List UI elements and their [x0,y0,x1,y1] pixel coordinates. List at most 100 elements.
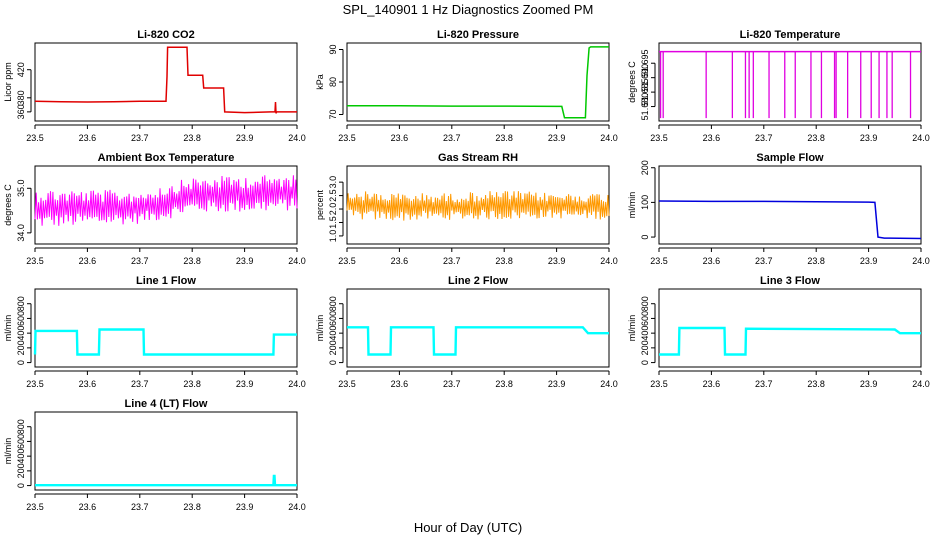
x-tick-label: 23.7 [443,133,461,143]
x-tick-label: 23.5 [26,133,44,143]
x-tick-label: 23.9 [860,379,878,389]
y-tick-label: 400 [328,326,338,341]
plot-frame [34,288,298,368]
x-tick-label: 23.8 [495,133,513,143]
y-tick-label: 0 [640,360,650,365]
x-tick-label: 23.8 [495,379,513,389]
series-line [34,46,297,114]
series-line [346,191,610,221]
y-tick-label: 800 [16,419,26,434]
series-line [658,200,922,240]
panel-title: Line 1 Flow [136,275,196,287]
y-tick-label: 400 [640,326,650,341]
x-tick-label: 24.0 [912,256,930,266]
y-tick-label: 800 [328,296,338,311]
x-tick-label: 23.7 [131,379,149,389]
y-tick-label: 400 [16,326,26,341]
y-tick-label: 200 [328,340,338,355]
x-tick-label: 23.5 [26,502,44,512]
x-tick-label: 23.5 [650,133,668,143]
y-axis-label: ml/min [3,315,13,342]
panel-4: Ambient Box Temperature 23.5 23.6 23.7 23.8 2… [3,152,306,266]
x-tick-label: 23.6 [391,256,409,266]
x-tick-label: 23.7 [131,502,149,512]
series-line [34,175,298,226]
panel-10: Line 4 (LT) Flow 23.5 23.6 23.7 23.8 23.9 24.0… [3,398,306,512]
x-tick-label: 23.9 [548,256,566,266]
panel-title: Li-820 Temperature [740,29,841,41]
y-tick-label: 200 [640,340,650,355]
x-tick-label: 24.0 [600,133,618,143]
y-tick-label: 0 [640,235,650,240]
x-tick-label: 24.0 [288,379,306,389]
y-tick-label: 0 [328,360,338,365]
x-tick-label: 23.6 [703,379,721,389]
panel-title: Li-820 CO2 [137,29,194,41]
x-tick-label: 23.6 [79,256,97,266]
x-tick-label: 24.0 [288,502,306,512]
y-tick-label: 360 [16,104,26,119]
y-axis-label: ml/min [627,315,637,342]
figure-title: SPL_140901 1 Hz Diagnostics Zoomed PM [343,2,594,17]
x-tick-label: 24.0 [600,256,618,266]
panel-title: Li-820 Pressure [437,29,519,41]
x-tick-label: 23.6 [79,133,97,143]
y-tick-label: 51.695 [640,49,650,77]
x-tick-label: 23.5 [338,133,356,143]
plot-frame [34,42,298,122]
x-tick-label: 23.8 [183,133,201,143]
y-tick-label: 3.0 [328,176,338,189]
panel-8: Line 2 Flow 23.5 23.6 23.7 23.8 23.9 24.0 0 2004… [315,275,618,389]
x-tick-label: 23.7 [131,133,149,143]
x-tick-label: 23.9 [548,379,566,389]
x-tick-label: 23.8 [183,502,201,512]
x-tick-label: 23.8 [807,379,825,389]
y-tick-label: 600 [640,311,650,326]
plot-frame [658,42,922,122]
y-tick-label: 600 [328,311,338,326]
panel-9: Line 3 Flow 23.5 23.6 23.7 23.8 23.9 24.0 0 2004… [627,275,930,389]
y-tick-label: 600 [16,434,26,449]
y-axis-label: ml/min [315,315,325,342]
panel-3: Li-820 Temperature 23.5 23.6 23.7 23.8 23.9 24… [627,29,930,143]
x-tick-label: 23.8 [183,379,201,389]
panel-title: Ambient Box Temperature [98,152,235,164]
x-tick-label: 23.5 [338,379,356,389]
y-tick-label: 34.0 [16,224,26,242]
y-tick-label: 35.0 [16,180,26,198]
x-tick-label: 23.7 [755,379,773,389]
x-tick-label: 23.8 [807,133,825,143]
panel-7: Line 1 Flow 23.5 23.6 23.7 23.8 23.9 24.0 0 2004… [3,275,306,389]
x-tick-label: 23.5 [650,256,668,266]
panel-title: Line 2 Flow [448,275,508,287]
x-tick-label: 23.7 [755,133,773,143]
y-tick-label: 200 [640,160,650,175]
x-tick-label: 23.5 [26,256,44,266]
series-line [35,474,297,487]
panel-1: Li-820 CO2 23.5 23.6 23.7 23.8 23.9 24.0 360380… [3,29,306,143]
y-tick-label: 51.680 [640,93,650,121]
plot-frame [658,288,922,368]
x-tick-label: 23.8 [495,256,513,266]
y-tick-label: 200 [16,340,26,355]
y-axis-label: Licor ppm [3,62,13,102]
x-tick-label: 23.6 [703,256,721,266]
x-axis-label: Hour of Day (UTC) [414,520,522,535]
panels: Li-820 CO2 23.5 23.6 23.7 23.8 23.9 24.0 360380… [3,29,930,512]
y-axis-label: percent [315,189,325,220]
y-tick-label: 70 [328,109,338,119]
y-axis-label: ml/min [3,438,13,465]
panel-title: Sample Flow [756,152,824,164]
panel-5: Gas Stream RH 23.5 23.6 23.7 23.8 23.9 24.0 1.0… [315,152,618,266]
plot-frame [34,411,298,491]
y-axis-label: kPa [315,74,325,90]
y-tick-label: 90 [328,44,338,54]
panel-6: Sample Flow 23.5 23.6 23.7 23.8 23.9 24.0 0 100 2… [627,152,930,266]
y-tick-label: 51.685 [640,78,650,106]
series-line [347,46,609,119]
plot-frame [658,165,922,245]
y-tick-label: 1.5 [328,216,338,229]
y-axis-label: ml/min [627,192,637,219]
x-tick-label: 23.7 [131,256,149,266]
